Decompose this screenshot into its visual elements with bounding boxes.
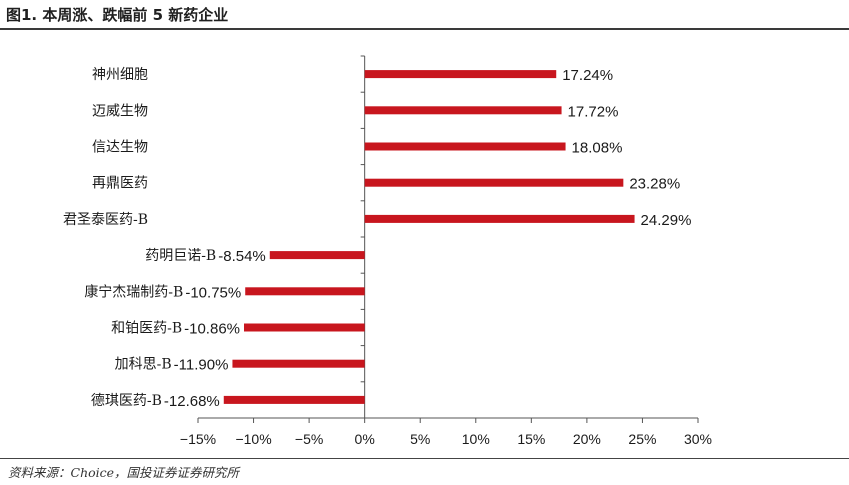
category-label: 迈威生物 — [92, 103, 148, 119]
bar — [232, 359, 365, 368]
category-label: 君圣泰医药-B — [63, 212, 148, 228]
bar — [245, 287, 365, 296]
category-label: 信达生物 — [92, 140, 148, 156]
category-label: 康宁杰瑞制药-B — [84, 283, 183, 300]
x-tick-label: 0% — [355, 431, 375, 447]
category-label: 再鼎医药 — [92, 176, 148, 192]
chart-title: 图1. 本周涨、跌幅前 5 新药企业 — [6, 6, 229, 24]
bar — [244, 323, 365, 332]
x-tick-label: 30% — [684, 431, 712, 447]
data-label: -10.75% — [185, 284, 241, 301]
data-label: 17.24% — [562, 67, 613, 84]
source-note: 资料来源：Choice，国投证券证券研究所 — [8, 465, 240, 480]
data-label: 17.72% — [568, 103, 619, 120]
x-tick-label: −5% — [295, 431, 323, 447]
category-label: 加科思-B — [115, 357, 172, 373]
bar — [364, 106, 562, 115]
data-label: -8.54% — [218, 248, 266, 265]
title-divider — [0, 28, 849, 30]
x-tick-label: 25% — [628, 431, 656, 447]
category-label: 药明巨诺-B — [145, 248, 216, 264]
x-tick-label: 20% — [573, 431, 601, 447]
footer-divider — [0, 458, 849, 459]
x-tick-label: −10% — [235, 431, 271, 447]
x-tick-label: 15% — [517, 431, 545, 447]
data-label: 24.29% — [641, 212, 692, 229]
bar — [364, 214, 635, 223]
bar — [223, 395, 365, 404]
x-tick-label: 5% — [410, 431, 430, 447]
data-label: 23.28% — [629, 176, 680, 193]
bar — [364, 70, 557, 79]
data-label: -10.86% — [184, 321, 240, 338]
bar — [364, 142, 566, 151]
x-tick-label: −15% — [180, 431, 216, 447]
bar — [364, 178, 624, 187]
category-label: 神州细胞 — [92, 67, 148, 83]
data-label: -11.90% — [174, 357, 229, 374]
category-label: 德琪医药-B — [91, 393, 162, 409]
category-label: 和铂医药-B — [111, 321, 182, 337]
x-tick-label: 10% — [462, 431, 490, 447]
bar — [269, 251, 365, 260]
data-label: -12.68% — [164, 393, 220, 410]
data-label: 18.08% — [572, 140, 623, 157]
